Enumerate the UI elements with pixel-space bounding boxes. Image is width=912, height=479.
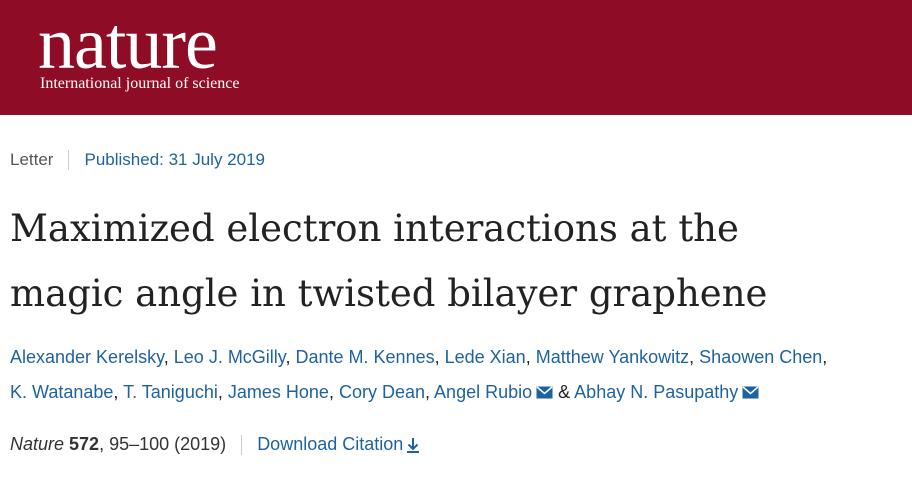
email-icon[interactable] [742, 386, 759, 399]
author-name[interactable]: Leo J. McGilly [173, 347, 286, 367]
author-name[interactable]: Shaowen Chen [699, 347, 823, 367]
author-line: Alexander Kerelsky, Leo J. McGilly, Dant… [10, 340, 827, 375]
author-name[interactable]: Matthew Yankowitz [535, 347, 690, 367]
title-line: Maximized electron interactions at the [10, 207, 739, 250]
author-delimiter: , [285, 347, 291, 367]
journal: Nature [10, 434, 65, 454]
download-citation[interactable]: Download Citation [257, 434, 404, 454]
author-name[interactable]: Lede Xian [444, 347, 526, 367]
article-title: Maximized electron interactions at the m… [10, 196, 767, 326]
author-name[interactable]: K. Watanabe [10, 382, 114, 402]
author-name[interactable]: James Hone [227, 382, 329, 402]
article-meta: Letter Published: 31 July 2019 [10, 150, 265, 170]
author-list: Alexander Kerelsky, Leo J. McGilly, Dant… [10, 340, 827, 410]
author-name[interactable]: Abhay N. Pasupathy [574, 382, 739, 402]
author-delimiter: , [822, 347, 828, 367]
author-delimiter: , [217, 382, 223, 402]
citation-details: , 95–100 (2019) [99, 434, 227, 454]
article-type: Letter [10, 150, 54, 169]
author-delimiter: , [525, 347, 531, 367]
author-delimiter: , [689, 347, 695, 367]
author-delimiter: , [328, 382, 334, 402]
author-delimiter: , [163, 347, 169, 367]
author-line: K. Watanabe, T. Taniguchi, James Hone, C… [10, 375, 827, 410]
author-name[interactable]: Cory Dean [338, 382, 426, 402]
author-name[interactable]: Angel Rubio [434, 382, 533, 402]
author-name[interactable]: Dante M. Kennes [295, 347, 435, 367]
author-delimiter: , [113, 382, 119, 402]
author-name[interactable]: T. Taniguchi [123, 382, 218, 402]
author-conjunction: & [558, 382, 571, 402]
author-delimiter: , [434, 347, 440, 367]
separator [241, 434, 243, 455]
email-icon[interactable] [536, 386, 553, 399]
author-delimiter: , [425, 382, 431, 402]
site-header: nature International journal of science [0, 0, 912, 115]
download-icon[interactable] [406, 436, 420, 454]
published-date: Published: 31 July 2019 [84, 150, 266, 169]
title-line: magic angle in twisted bilayer graphene [10, 272, 768, 315]
tagline: International journal of science [40, 75, 240, 92]
author-name[interactable]: Alexander Kerelsky [10, 347, 164, 367]
citation: Nature 572 , 95–100 (2019) Download Cita… [10, 434, 420, 455]
volume: 572 [69, 434, 100, 454]
separator [68, 150, 70, 170]
logo[interactable]: nature [38, 3, 218, 85]
